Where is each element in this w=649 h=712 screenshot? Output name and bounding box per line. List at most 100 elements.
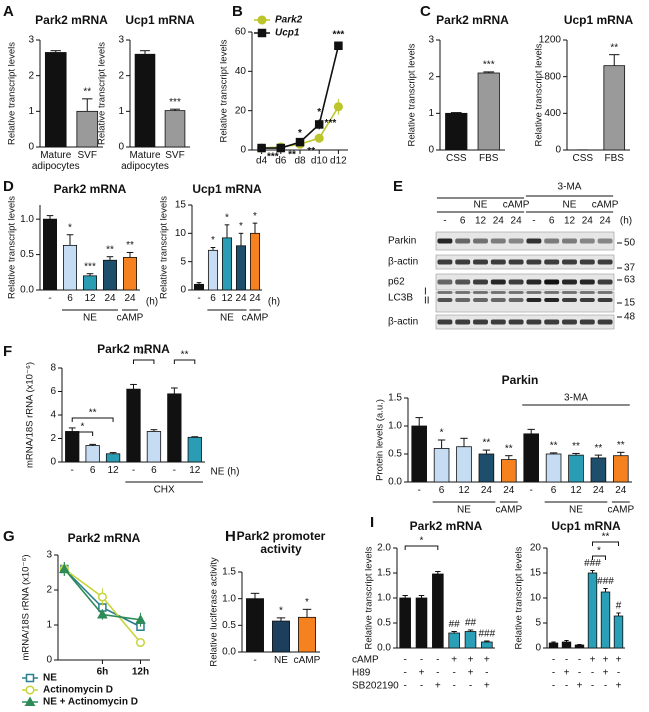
significance: *** — [267, 152, 279, 163]
blot-band — [455, 298, 471, 302]
size-marker: 50 — [624, 238, 636, 249]
significance: * — [440, 428, 444, 439]
x-tick-label: - — [529, 485, 533, 496]
y-tick-label: 800 — [544, 71, 561, 82]
blot-band — [437, 298, 453, 302]
bracket — [71, 431, 94, 436]
x-tick-label: Mature adipocytes — [31, 150, 80, 172]
treatment-sign: + — [468, 655, 474, 666]
blot-band — [437, 319, 453, 325]
y-axis-label: Relative transcript levels — [7, 42, 18, 145]
blot-band — [437, 238, 453, 244]
blot-band — [455, 259, 471, 265]
x-tick-label: 12h — [132, 667, 149, 678]
treatment-sign: - — [403, 655, 406, 666]
blot-band — [579, 279, 595, 285]
y-tick-label: 1 — [428, 108, 434, 119]
panel-label: C — [420, 3, 431, 20]
row-label: β-actin — [388, 257, 418, 268]
y-axis-label: mRNA/18S rRNA (x10⁻⁶) — [25, 362, 36, 468]
treatment-sign: - — [565, 681, 568, 692]
bar — [246, 598, 264, 653]
y-tick-label: 1.5 — [388, 393, 402, 404]
blot-band — [597, 279, 613, 285]
legend-marker — [25, 685, 35, 695]
panel-title: Ucp1 mRNA — [551, 519, 621, 533]
blot-band — [562, 279, 577, 285]
y-tick-label: 2 — [428, 71, 434, 82]
treatment-sign: - — [485, 668, 488, 679]
x-tick-label: d6 — [275, 156, 287, 167]
bar — [167, 393, 182, 463]
significance: *** — [483, 60, 495, 71]
bar — [207, 249, 219, 291]
bracket-label: * — [80, 422, 84, 433]
y-tick-label: 2.0 — [377, 543, 391, 554]
blot-band — [490, 291, 506, 294]
panel-title: Park2 mRNA — [409, 519, 483, 533]
bar — [411, 425, 427, 483]
x-tick-label: - — [48, 293, 52, 304]
x-tick-label: d4 — [256, 156, 268, 167]
x-tick-label: FBS — [479, 153, 499, 164]
lc3-form-label: I — [424, 287, 427, 298]
x-tick-label: - — [417, 485, 421, 496]
significance: ### — [478, 629, 495, 640]
bar — [445, 112, 468, 151]
bar — [523, 433, 539, 483]
blot-band — [579, 259, 595, 265]
blot-band — [508, 238, 524, 244]
y-axis-label: Relative transcript levels — [7, 196, 18, 299]
significance: ** — [617, 440, 625, 451]
bracket-label: ** — [89, 408, 97, 419]
x-tick-label: 12 — [189, 465, 201, 476]
bar — [103, 259, 118, 291]
y-tick-label: 15 — [530, 568, 542, 579]
bar — [187, 436, 202, 463]
panel-title: Ucp1 mRNA — [125, 13, 195, 27]
point — [295, 137, 305, 147]
bar — [456, 446, 472, 483]
blot-band — [562, 291, 577, 294]
bar — [481, 641, 493, 649]
group-label: NE — [457, 505, 471, 516]
group-label: cAMP — [607, 505, 634, 516]
significance: *** — [84, 261, 96, 272]
blot-band — [437, 291, 453, 294]
panel-title: Parkin — [501, 373, 539, 387]
bracket-label: * — [420, 536, 424, 547]
significance: *** — [325, 118, 337, 129]
y-axis-label: Relative transcript levels — [514, 546, 525, 649]
lane-label: 24 — [582, 216, 594, 227]
y-tick-label: 0 — [428, 145, 434, 156]
group-label: CHX — [154, 485, 175, 496]
legend-label: NE + Actinomycin D — [43, 697, 138, 708]
panel-label: H — [225, 528, 236, 545]
x-tick-label: - — [172, 465, 177, 476]
y-tick-label: 2 — [118, 70, 124, 81]
y-tick-label: 0.5 — [388, 449, 402, 460]
blot-band — [455, 291, 471, 294]
legend-marker — [257, 15, 267, 25]
blot-band — [597, 319, 613, 325]
x-tick-label: 24 — [592, 485, 604, 496]
blot-band — [579, 298, 595, 302]
y-tick-label: 1.5 — [377, 568, 391, 579]
y-tick-label: 5 — [180, 256, 186, 267]
x-tick-label: CSS — [445, 153, 467, 164]
panel-label: A — [3, 3, 14, 20]
blot-band — [508, 259, 524, 265]
x-unit: (h) — [620, 216, 632, 227]
blot-band — [562, 298, 577, 302]
group-label: NE — [83, 313, 97, 324]
blot-band — [526, 291, 542, 294]
lane-label: 24 — [511, 216, 523, 227]
x-tick-label: - — [70, 465, 74, 476]
point — [135, 614, 146, 624]
lane-label: 12 — [475, 216, 487, 227]
y-tick-label: 0 — [555, 145, 561, 156]
row-label: Parkin — [388, 236, 416, 247]
y-tick-label: 6 — [50, 386, 56, 397]
y-tick-label: 3 — [46, 550, 52, 561]
